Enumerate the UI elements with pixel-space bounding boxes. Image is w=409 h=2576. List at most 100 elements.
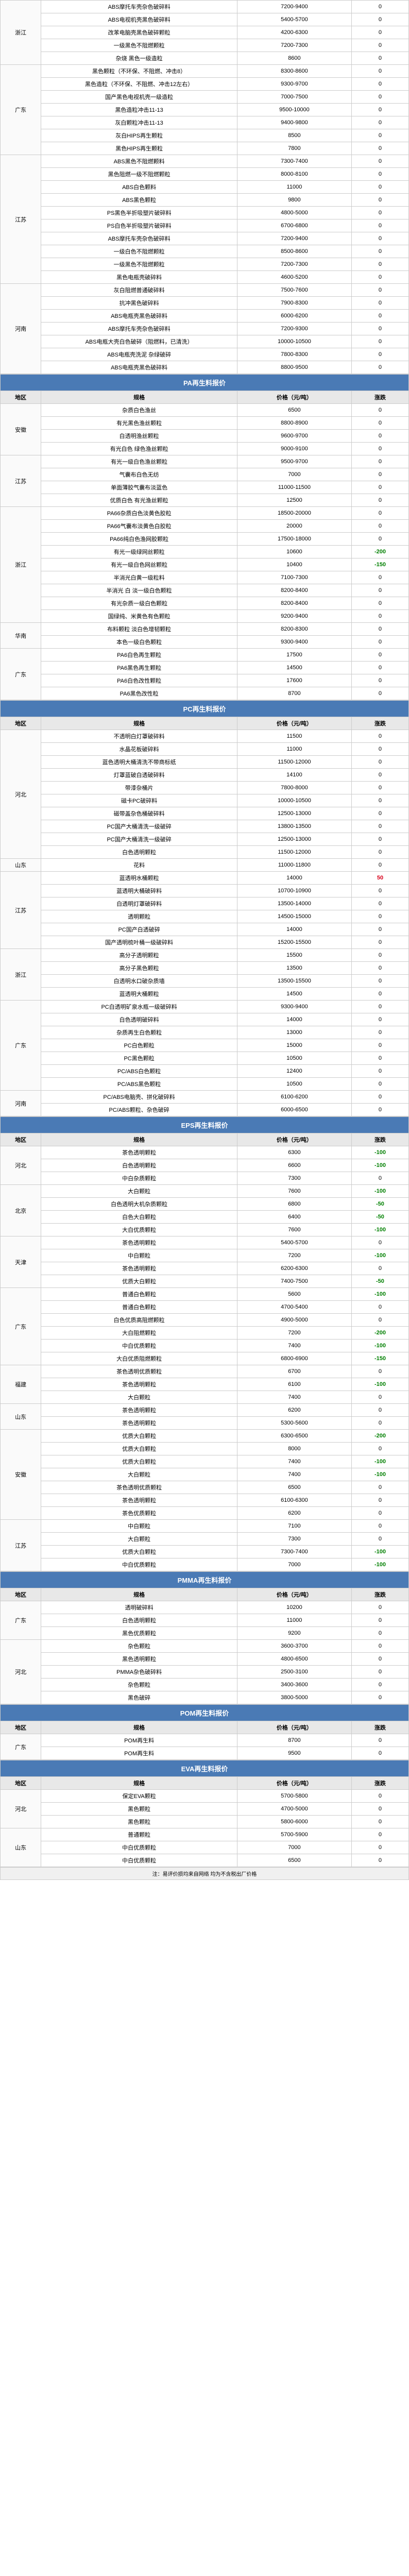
price-tables-document: 浙江ABS摩托车壳杂色破碎料7200-94000ABS电视机壳黑色破碎料5400… [0, 0, 409, 1880]
table-row: 江苏蓝透明水桶颗粒1400050 [1, 872, 409, 885]
price-cell: 11000-11500 [237, 481, 351, 494]
change-cell: -100 [351, 1146, 408, 1159]
spec-cell: 茶色透明优质颗粒 [41, 1365, 237, 1378]
table-row: 白色透明颗粒110000 [1, 1614, 409, 1627]
spec-cell: 有光一级白色网丝颗粒 [41, 558, 237, 571]
price-cell: 5700-5800 [237, 1790, 351, 1803]
change-cell: 0 [351, 1013, 408, 1026]
price-cell: 10500 [237, 1078, 351, 1091]
change-cell: 0 [351, 988, 408, 1001]
change-cell: 0 [351, 1481, 408, 1494]
spec-cell: PC国产大桶清洗一级破碎 [41, 820, 237, 833]
spec-cell: 白色透明颗粒 [41, 846, 237, 859]
spec-cell: 普通颗粒 [41, 1828, 237, 1841]
change-cell: 0 [351, 597, 408, 610]
table-row: 优质白色 有光渔丝颗粒125000 [1, 494, 409, 507]
region-cell: 河南 [1, 1091, 41, 1116]
table-row: PA6黑色再生颗粒145000 [1, 662, 409, 674]
table-row: 普通白色颗粒4700-54000 [1, 1301, 409, 1314]
region-cell: 北京 [1, 1185, 41, 1236]
spec-cell: 黑色透明颗粒 [41, 1653, 237, 1666]
table-row: 广东普通白色颗粒5600-100 [1, 1288, 409, 1301]
spec-cell: 带漆杂桶片 [41, 782, 237, 794]
table-row: ABS电瓶大壳白色破碎（阻燃料，已清洗）10000-105000 [1, 335, 409, 348]
change-cell: 0 [351, 26, 408, 39]
change-cell: 0 [351, 782, 408, 794]
spec-cell: PC黑色颗粒 [41, 1052, 237, 1065]
spec-cell: 水晶花板破碎料 [41, 743, 237, 756]
change-cell: 0 [351, 769, 408, 782]
spec-cell: PC白色颗粒 [41, 1039, 237, 1052]
spec-header: 规格 [41, 1133, 237, 1146]
region-cell: 福建 [1, 1365, 41, 1404]
table-row: ABS黑色颗粒98000 [1, 194, 409, 207]
table-row: 优质大白颗粒7300-7400-100 [1, 1546, 409, 1558]
price-cell: 9300-9400 [237, 1001, 351, 1013]
change-cell: -50 [351, 1198, 408, 1211]
table-row: 山东普通颗粒5700-59000 [1, 1828, 409, 1841]
price-cell: 7400 [237, 1391, 351, 1404]
price-cell: 9800 [237, 194, 351, 207]
change-cell: 0 [351, 78, 408, 91]
price-cell: 6200 [237, 1507, 351, 1520]
price-cell: 6500 [237, 404, 351, 417]
spec-cell: 有光杂质一级白色颗粒 [41, 597, 237, 610]
spec-cell: ABS电瓶壳黑色破碎料 [41, 361, 237, 374]
change-cell: 0 [351, 207, 408, 219]
region-cell: 河北 [1, 1790, 41, 1828]
price-cell: 8200-8300 [237, 623, 351, 636]
change-cell: 0 [351, 649, 408, 662]
price-cell: 4900-5000 [237, 1314, 351, 1327]
spec-cell: ABS电视机壳黑色破碎料 [41, 13, 237, 26]
spec-cell: PC白透明矿泉水瓶一级破碎料 [41, 1001, 237, 1013]
table-row: ABS电瓶壳洗泥 杂绿破碎7800-83000 [1, 348, 409, 361]
price-cell: 4800-6500 [237, 1653, 351, 1666]
table-row: 福建茶色透明优质颗粒67000 [1, 1365, 409, 1378]
table-row: 磁卡PC破碎料10000-105000 [1, 794, 409, 807]
change-header: 涨跌 [351, 1721, 408, 1734]
spec-cell: 蓝透明水桶颗粒 [41, 872, 237, 885]
spec-cell: POM再生料 [41, 1747, 237, 1760]
spec-cell: 有光黑色渔丝颗粒 [41, 417, 237, 430]
change-cell: 0 [351, 687, 408, 700]
spec-header: 规格 [41, 391, 237, 404]
spec-cell: PA6白色改性颗粒 [41, 674, 237, 687]
price-cell: 8200-8400 [237, 597, 351, 610]
price-section-table: EPS再生料报价地区规格价格（元/吨）涨跌河北茶色透明颗粒6300-100白色透… [0, 1116, 409, 1571]
change-cell: 0 [351, 923, 408, 936]
spec-header: 规格 [41, 1777, 237, 1790]
table-row: 透明颗粒14500-150000 [1, 910, 409, 923]
table-row: POM再生料95000 [1, 1747, 409, 1760]
table-row: PA66纯白色渔网胶颗粒17500-180000 [1, 533, 409, 546]
spec-cell: PMMA杂色破碎料 [41, 1666, 237, 1679]
table-row: 磁带盖杂色桶破碎料12500-130000 [1, 807, 409, 820]
price-cell: 6200 [237, 1404, 351, 1417]
change-cell: 0 [351, 520, 408, 533]
change-cell: 0 [351, 1494, 408, 1507]
change-cell: 0 [351, 846, 408, 859]
price-cell: 3600-3700 [237, 1640, 351, 1653]
spec-cell: 优质大白颗粒 [41, 1443, 237, 1455]
price-cell: 6600 [237, 1159, 351, 1172]
table-row: PA6白色改性颗粒176000 [1, 674, 409, 687]
spec-cell: 半消光白黄一级粒料 [41, 571, 237, 584]
spec-cell: 黑色颗粒（不环保、不阻燃、冲击8） [41, 65, 237, 78]
change-cell: 0 [351, 674, 408, 687]
table-row: ABS白色颗料110000 [1, 181, 409, 194]
section-title: EVA再生料报价 [1, 1760, 409, 1777]
price-cell: 5700-5900 [237, 1828, 351, 1841]
spec-cell: 杂色颗粒 [41, 1640, 237, 1653]
price-cell: 11000 [237, 1614, 351, 1627]
spec-cell: 灯罩蓝破白透破碎料 [41, 769, 237, 782]
change-cell: 0 [351, 258, 408, 271]
change-cell: 0 [351, 1262, 408, 1275]
price-cell: 8200-8400 [237, 584, 351, 597]
region-cell: 天津 [1, 1236, 41, 1288]
spec-cell: 高分子黑色颗粒 [41, 962, 237, 975]
spec-cell: 黑色HIPS再生颗粒 [41, 142, 237, 155]
region-cell: 江苏 [1, 1520, 41, 1571]
change-cell: 0 [351, 1104, 408, 1116]
table-row: 白色大白颗粒6400-50 [1, 1211, 409, 1224]
spec-cell: ABS黑色不阻燃颗料 [41, 155, 237, 168]
table-row: 黑色颗粒5800-60000 [1, 1816, 409, 1828]
